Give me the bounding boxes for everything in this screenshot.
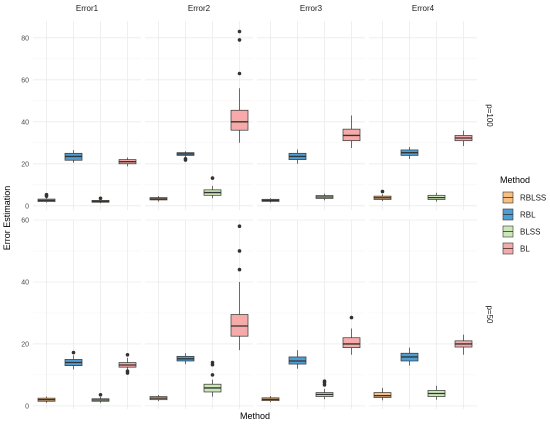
legend-label-rblss: RBLSS: [520, 194, 546, 203]
y-axis-title: Error Estimation: [2, 186, 12, 251]
x-axis-title: Method: [240, 411, 270, 421]
panel: [369, 21, 477, 210]
y-tick-label: 40: [21, 279, 29, 286]
panel: [145, 219, 253, 409]
column-strip-label: Error1: [76, 4, 99, 13]
outlier-point: [322, 379, 327, 383]
column-strip-label: Error3: [300, 4, 323, 13]
outlier-point: [349, 315, 354, 320]
box-bl: [342, 337, 361, 349]
outlier-point: [237, 267, 242, 272]
outlier-point: [98, 196, 103, 201]
outlier-point: [125, 352, 130, 357]
outlier-point: [183, 156, 188, 161]
y-tick-label: 40: [21, 119, 29, 126]
outlier-point: [44, 192, 49, 197]
outlier-point: [210, 360, 215, 365]
panel: [369, 219, 477, 409]
panel: [257, 219, 365, 409]
panels-layer: 0 20 40 60 80 p=100 0 20 40 60 p=50 Error1 Error2 Err…: [21, 4, 494, 410]
panel: [257, 21, 365, 210]
outlier-point: [237, 29, 242, 34]
box-bl: [230, 109, 249, 131]
y-tick-label: 0: [25, 403, 29, 410]
legend-label-rbl: RBL: [520, 211, 536, 220]
outlier-point: [237, 224, 242, 228]
outlier-point: [237, 249, 242, 253]
outlier-point: [237, 71, 242, 76]
y-tick-label: 20: [21, 161, 29, 168]
legend-label-bl: BL: [520, 245, 530, 254]
panel: [33, 219, 141, 409]
column-strip-label: Error4: [412, 4, 435, 13]
outlier-point: [237, 38, 242, 42]
y-tick-label: 0: [25, 203, 29, 210]
row-strip-label: p=50: [485, 305, 494, 324]
outlier-point: [125, 369, 130, 374]
panel: [145, 21, 253, 210]
y-tick-label: 60: [21, 218, 29, 225]
legend: Method RBLSS RBL BLSS BL: [500, 175, 546, 255]
outlier-point: [98, 392, 103, 397]
y-tick-label: 80: [21, 35, 29, 42]
legend-label-blss: BLSS: [520, 228, 540, 237]
row-strip-label: p=100: [485, 104, 494, 127]
outlier-point: [380, 189, 385, 194]
column-strip-label: Error2: [188, 4, 211, 13]
y-tick-label: 60: [21, 77, 29, 84]
outlier-point: [210, 176, 215, 180]
panel: [33, 21, 141, 210]
outlier-point: [210, 373, 215, 377]
legend-title: Method: [500, 175, 530, 185]
outlier-point: [71, 350, 76, 355]
y-tick-label: 20: [21, 341, 29, 348]
